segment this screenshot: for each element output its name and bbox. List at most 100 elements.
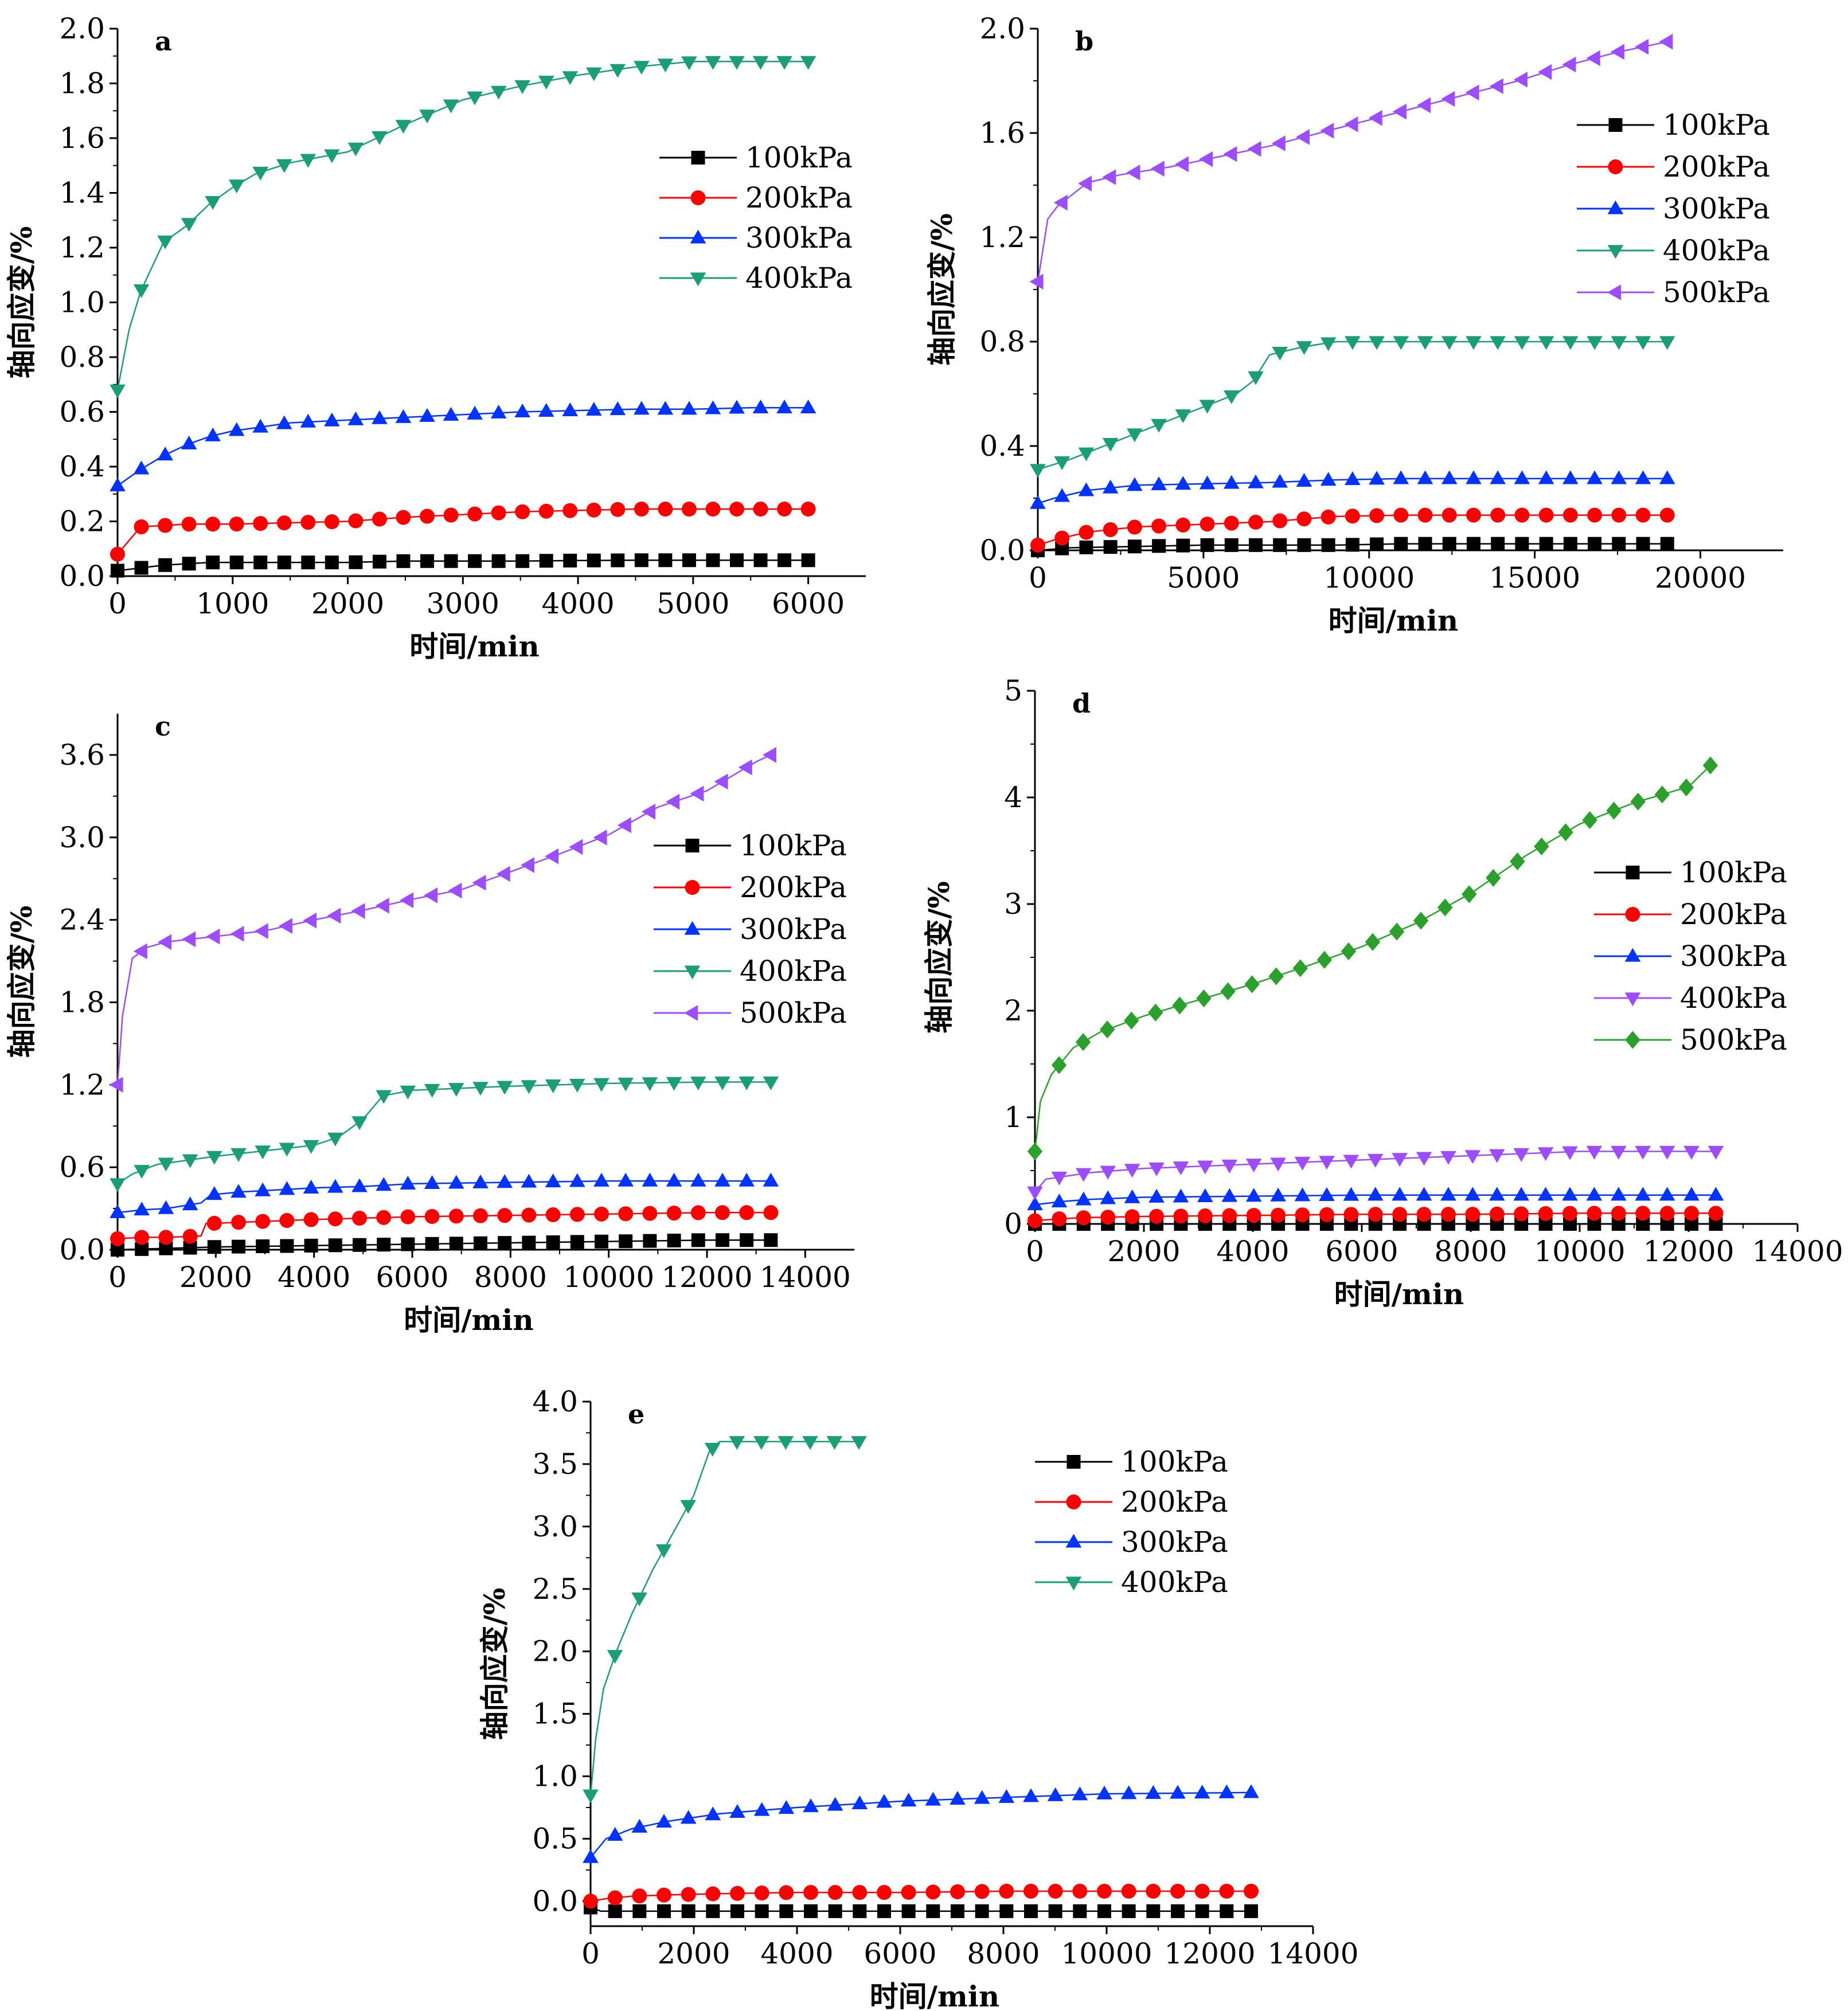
data-point (1659, 1187, 1675, 1201)
data-point (1367, 1187, 1384, 1201)
data-point (1196, 989, 1212, 1008)
data-point (1320, 123, 1334, 139)
x-axis-title: 时间/min (870, 1979, 1000, 2011)
x-tick-label: 3000 (427, 587, 499, 620)
data-point (828, 1904, 842, 1918)
x-tick-label: 10000 (1534, 1235, 1625, 1268)
data-point (304, 1238, 318, 1253)
legend-marker (1608, 118, 1623, 132)
data-point (207, 1240, 221, 1254)
series-line (117, 508, 808, 555)
y-tick-label: 1.2 (59, 1068, 105, 1101)
y-tick-label: 3.5 (532, 1447, 578, 1481)
data-point (562, 503, 578, 518)
legend-marker (685, 839, 700, 852)
data-point (182, 1154, 198, 1168)
x-tick-label: 8000 (474, 1261, 547, 1294)
data-point (351, 1178, 368, 1192)
data-point (1514, 336, 1530, 350)
data-point (538, 76, 554, 90)
data-point (133, 943, 147, 960)
data-point (1124, 1209, 1140, 1224)
data-point (255, 1145, 271, 1160)
data-point (1175, 409, 1191, 424)
data-point (157, 934, 171, 950)
legend-label: 100kPa (1663, 108, 1770, 142)
data-point (443, 99, 459, 114)
data-point (1464, 1150, 1481, 1164)
legend-marker (1065, 1576, 1082, 1591)
data-point (372, 554, 386, 569)
data-point (205, 196, 221, 210)
chart-panel-a: 0 1000 2000 3000 4000 5000 6000 0.0 0.2 0.4 0.6 0.8… (5, 12, 866, 663)
y-tick-label: 1.8 (59, 67, 105, 100)
data-point (1370, 537, 1384, 551)
data-point (522, 1235, 536, 1250)
data-point (1562, 1146, 1578, 1160)
data-point (667, 1234, 681, 1248)
data-point (1148, 1188, 1165, 1203)
data-point (206, 928, 220, 945)
data-point (1369, 508, 1385, 523)
data-point (1122, 1904, 1136, 1918)
data-point (715, 1233, 729, 1247)
data-point (1121, 1884, 1136, 1899)
legend-label: 500kPa (1663, 276, 1770, 309)
data-point (800, 399, 816, 413)
data-point (1220, 1904, 1234, 1918)
data-point (1100, 1020, 1115, 1039)
legend-marker (1065, 1533, 1082, 1548)
data-point (999, 1904, 1014, 1918)
data-point (1200, 538, 1214, 552)
data-point (1194, 1785, 1210, 1799)
data-point (656, 1814, 672, 1828)
data-point (1243, 1784, 1259, 1798)
data-point (1490, 336, 1506, 350)
data-point (324, 149, 340, 163)
data-point (611, 553, 625, 568)
data-point (714, 773, 728, 790)
legend-marker (684, 1005, 698, 1021)
data-point (1151, 518, 1167, 534)
y-tick-label: 1.6 (59, 122, 105, 155)
series-400kPa (110, 56, 816, 398)
y-tick-label: 0 (1004, 1207, 1022, 1241)
data-point (1562, 336, 1579, 350)
series-100kPa (1031, 537, 1674, 557)
data-point (351, 903, 365, 919)
data-point (1173, 1208, 1189, 1224)
data-point (325, 555, 339, 570)
data-point (545, 1079, 561, 1094)
x-tick-label: 12000 (1164, 1937, 1255, 1970)
data-point (705, 400, 721, 414)
data-point (1176, 538, 1190, 553)
data-point (642, 1206, 658, 1221)
data-point (631, 1818, 648, 1833)
data-point (1270, 1187, 1286, 1202)
y-tick-label: 4.0 (532, 1385, 578, 1418)
data-point (666, 1172, 682, 1187)
data-point (110, 1204, 126, 1218)
data-point (1635, 507, 1651, 523)
data-point (1023, 1788, 1039, 1802)
data-point (521, 1173, 537, 1188)
data-point (607, 1827, 623, 1841)
data-point (876, 1794, 892, 1808)
data-point (1078, 447, 1095, 461)
y-tick-label: 1.2 (59, 231, 105, 264)
data-point (443, 507, 459, 523)
panel-label: d (1072, 688, 1091, 719)
data-point (1126, 165, 1140, 181)
data-point (1417, 97, 1431, 114)
data-point (1100, 1190, 1116, 1204)
data-point (545, 848, 559, 864)
data-point (1538, 470, 1554, 484)
data-point (1392, 1187, 1408, 1201)
data-point (610, 401, 626, 416)
data-point (1659, 470, 1675, 484)
data-point (1124, 1189, 1140, 1203)
data-point (1102, 479, 1119, 494)
series-line (590, 1791, 1252, 1858)
data-point (1394, 537, 1408, 551)
data-point (1393, 470, 1409, 484)
